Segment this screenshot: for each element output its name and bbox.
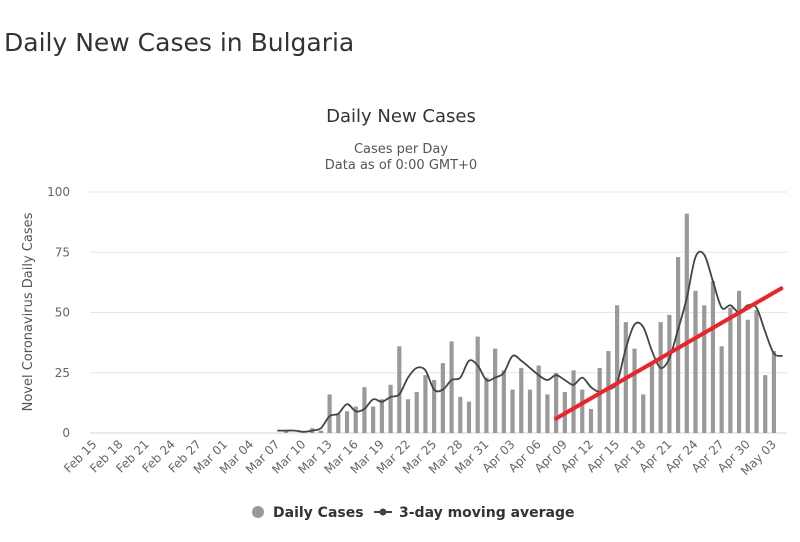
bar <box>554 373 558 433</box>
bar <box>763 375 767 433</box>
legend: Daily Cases 3-day moving average <box>252 505 575 521</box>
legend-item-moving-average[interactable]: 3-day moving average <box>374 505 575 521</box>
legend-bars-label: Daily Cases <box>273 505 364 521</box>
bar <box>754 310 758 433</box>
bar <box>502 370 506 433</box>
bar <box>319 431 323 433</box>
bar <box>528 390 532 433</box>
bar <box>484 378 488 433</box>
bar <box>467 402 471 433</box>
chart-subtitle-line2: Data as of 0:00 GMT+0 <box>325 158 477 173</box>
bar <box>685 214 689 433</box>
bar <box>415 392 419 433</box>
bar <box>615 305 619 433</box>
y-tick-label: 0 <box>62 426 70 440</box>
bar <box>449 341 453 433</box>
bar <box>519 368 523 433</box>
daily-cases-chart: Daily New Cases Cases per Day Data as of… <box>0 90 800 538</box>
bar <box>746 320 750 433</box>
bar <box>667 315 671 433</box>
bars-series <box>284 214 776 433</box>
bar <box>589 409 593 433</box>
bar <box>598 368 602 433</box>
bar <box>571 370 575 433</box>
y-axis-title: Novel Coronavirus Daily Cases <box>21 212 36 411</box>
y-tick-label: 50 <box>55 306 70 320</box>
bar <box>772 351 776 433</box>
bar <box>641 394 645 433</box>
y-tick-label: 25 <box>55 366 70 380</box>
chart-subtitle-line1: Cases per Day <box>354 142 448 157</box>
bar <box>580 390 584 433</box>
bar <box>423 375 427 433</box>
bar <box>441 363 445 433</box>
bar <box>728 308 732 433</box>
bar <box>510 390 514 433</box>
bar <box>371 406 375 433</box>
chart-title: Daily New Cases <box>326 106 476 127</box>
bar <box>328 394 332 433</box>
bar <box>397 346 401 433</box>
bar <box>380 399 384 433</box>
bar <box>336 414 340 433</box>
legend-line-label: 3-day moving average <box>399 505 575 521</box>
bar <box>632 349 636 433</box>
bar <box>545 394 549 433</box>
legend-line-dot <box>380 509 387 516</box>
y-tick-label: 75 <box>55 245 70 259</box>
legend-item-daily-cases[interactable]: Daily Cases <box>252 505 364 521</box>
bar <box>720 346 724 433</box>
bar <box>659 322 663 433</box>
bar <box>388 385 392 433</box>
y-tick-label: 100 <box>47 185 70 199</box>
legend-bars-marker <box>252 506 264 518</box>
y-axis-ticks: 0 25 50 75 100 <box>47 185 70 440</box>
chart-container: Daily New Cases Cases per Day Data as of… <box>0 90 800 538</box>
bar <box>458 397 462 433</box>
bar <box>345 411 349 433</box>
bar <box>711 281 715 433</box>
bar <box>702 305 706 433</box>
bar <box>693 291 697 433</box>
page-title: Daily New Cases in Bulgaria <box>4 28 354 57</box>
bar <box>476 337 480 433</box>
bar <box>606 351 610 433</box>
bar <box>493 349 497 433</box>
bar <box>406 399 410 433</box>
bar <box>650 363 654 433</box>
